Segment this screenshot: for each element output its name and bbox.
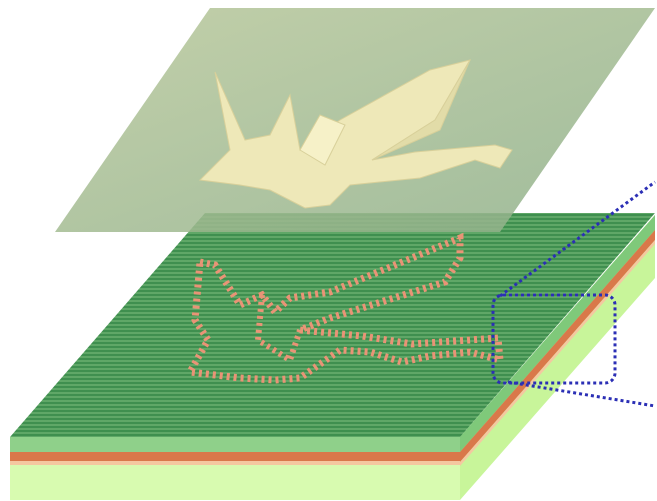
crane-pillars-inner [254, 294, 303, 365]
crane [198, 59, 513, 209]
slab-front [10, 437, 460, 500]
crane-pillars [184, 232, 504, 384]
slab-side [460, 215, 655, 500]
slab-top [10, 213, 655, 437]
zoom-indicator [491, 180, 656, 408]
